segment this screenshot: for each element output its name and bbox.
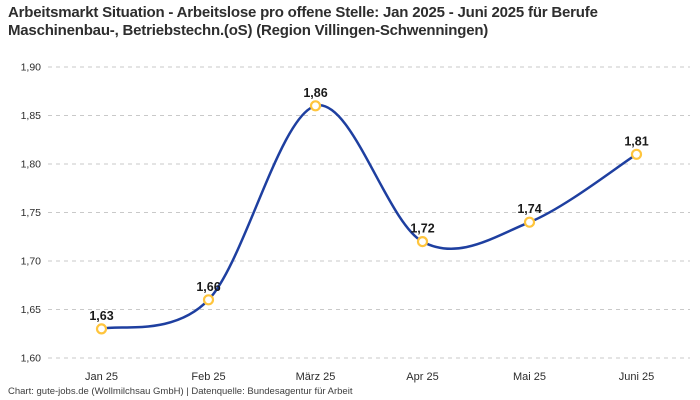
data-point-marker [416, 236, 429, 248]
x-tick-label: März 25 [296, 371, 336, 383]
y-tick-label: 1,65 [21, 304, 42, 316]
data-point-label: 1,63 [89, 309, 113, 323]
x-tick-label: Feb 25 [191, 371, 225, 383]
data-point-label: 1,66 [196, 280, 220, 294]
data-point-marker [309, 100, 322, 112]
y-tick-label: 1,60 [21, 353, 42, 365]
data-point-marker [95, 323, 108, 335]
data-point-marker [630, 148, 643, 160]
chart-source-footer: Chart: gute-jobs.de (Wollmilchsau GmbH) … [8, 386, 353, 397]
x-tick-label: Mai 25 [513, 371, 546, 383]
x-tick-label: Jan 25 [85, 371, 118, 383]
chart-title: Arbeitsmarkt Situation - Arbeitslose pro… [8, 4, 598, 39]
series-line [100, 104, 638, 331]
x-tick-label: Juni 25 [619, 371, 654, 383]
y-tick-label: 1,75 [21, 207, 42, 219]
data-point-label: 1,86 [303, 86, 327, 100]
y-tick-label: 1,85 [21, 110, 42, 122]
data-point-label: 1,74 [517, 202, 541, 216]
x-tick-label: Apr 25 [406, 371, 438, 383]
y-tick-label: 1,70 [21, 256, 42, 268]
data-point-label: 1,81 [624, 134, 648, 148]
data-point-marker [523, 216, 536, 228]
y-tick-label: 1,90 [21, 62, 42, 74]
data-point-marker [202, 294, 215, 306]
data-point-label: 1,72 [410, 222, 434, 236]
y-tick-label: 1,80 [21, 159, 42, 171]
